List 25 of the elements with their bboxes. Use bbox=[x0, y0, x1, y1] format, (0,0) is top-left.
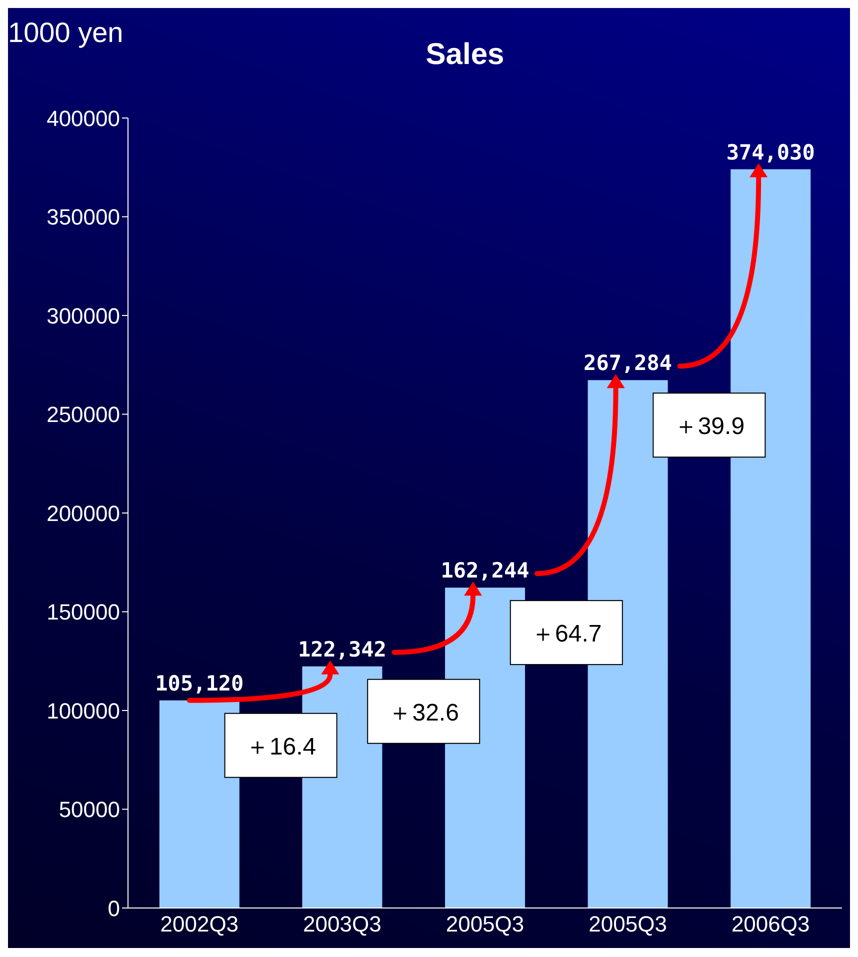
chart-title: Sales bbox=[426, 38, 504, 71]
data-label: 122,342 bbox=[298, 637, 386, 662]
annotation: ＋32.6 bbox=[388, 699, 459, 726]
data-label: 162,244 bbox=[440, 558, 530, 583]
y-tick-label: 200000 bbox=[46, 500, 120, 526]
data-label: 267,284 bbox=[584, 351, 672, 376]
y-tick-label: 150000 bbox=[46, 600, 120, 625]
y-tick-label: 400000 bbox=[46, 106, 120, 131]
x-tick-label: 2006Q3 bbox=[731, 912, 810, 937]
y-tick-label: 50000 bbox=[58, 797, 120, 822]
annotation: ＋16.4 bbox=[245, 733, 316, 760]
data-label: 374,030 bbox=[726, 140, 815, 164]
y-tick-label: 300000 bbox=[46, 303, 120, 328]
annotation: ＋64.7 bbox=[531, 620, 602, 648]
y-tick-label: 350000 bbox=[46, 204, 120, 230]
y-tick-label: 100000 bbox=[46, 698, 120, 724]
x-tick-label: 2005Q3 bbox=[446, 912, 524, 937]
y-axis-title: 1000 yen bbox=[8, 17, 124, 48]
x-tick-label: 2003Q3 bbox=[303, 912, 382, 937]
data-label: 105,120 bbox=[155, 671, 244, 696]
x-tick-label: 2005Q3 bbox=[588, 912, 667, 937]
annotation: ＋39.9 bbox=[674, 413, 745, 440]
x-tick-label: 2002Q3 bbox=[160, 912, 239, 937]
y-tick-label: 0 bbox=[108, 896, 120, 921]
y-tick-label: 250000 bbox=[46, 402, 120, 428]
